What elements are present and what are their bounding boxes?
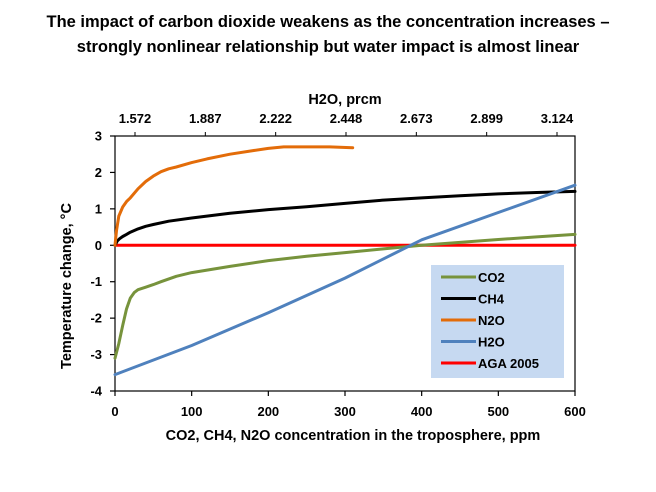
legend-label: AGA 2005 — [478, 356, 539, 371]
y-tick-label: 0 — [95, 238, 102, 253]
title-line-1: The impact of carbon dioxide weakens as … — [46, 13, 610, 31]
x-tick-label: 0 — [111, 404, 118, 419]
x-tick-label: 300 — [334, 404, 356, 419]
y-tick-label: -1 — [90, 274, 102, 289]
series-line-h2o — [113, 183, 577, 377]
legend-label: H2O — [478, 335, 505, 350]
top-tick-label: 2.673 — [400, 111, 433, 126]
series-line-n2o — [113, 145, 355, 247]
y-axis-label: Temperature change, °C — [59, 203, 75, 369]
y-tick-label: -4 — [90, 384, 102, 399]
series-lines — [113, 145, 577, 377]
top-tick-label: 1.887 — [189, 111, 222, 126]
series-line-ch4 — [113, 189, 577, 247]
axes: -4 -3 -2 -1 0 1 2 3 0 100 200 300 400 500 600 1.572 1.88… — [90, 111, 585, 419]
top-tick-label: 2.899 — [470, 111, 503, 126]
y-tick-label: -2 — [90, 311, 102, 326]
y-tick-label: 3 — [95, 129, 102, 144]
y-tick-label: 2 — [95, 165, 102, 180]
top-tick-label: 3.124 — [541, 111, 574, 126]
top-axis-label: H2O, prcm — [308, 92, 381, 108]
chart-title: The impact of carbon dioxide weakens as … — [0, 10, 656, 60]
top-tick-label: 1.572 — [119, 111, 152, 126]
top-tick-label: 2.448 — [330, 111, 363, 126]
title-line-2: strongly nonlinear relationship but wate… — [76, 38, 580, 56]
top-tick-label: 2.222 — [259, 111, 292, 126]
x-tick-label: 500 — [487, 404, 509, 419]
x-tick-label: 600 — [564, 404, 586, 419]
axis-labels: H2O, prcm CO2, CH4, N2O concentration in… — [59, 92, 540, 444]
y-tick-label: 1 — [95, 201, 102, 216]
legend-label: CO2 — [478, 270, 505, 285]
x-tick-label: 400 — [411, 404, 433, 419]
series-line-co2 — [113, 232, 577, 360]
legend-label: CH4 — [478, 292, 505, 307]
x-tick-label: 200 — [257, 404, 279, 419]
legend: CO2 CH4 N2O H2O AGA 2005 — [431, 265, 564, 378]
x-axis-label: CO2, CH4, N2O concentration in the tropo… — [166, 428, 541, 444]
y-tick-label: -3 — [90, 347, 102, 362]
legend-label: N2O — [478, 313, 505, 328]
x-tick-label: 100 — [181, 404, 203, 419]
